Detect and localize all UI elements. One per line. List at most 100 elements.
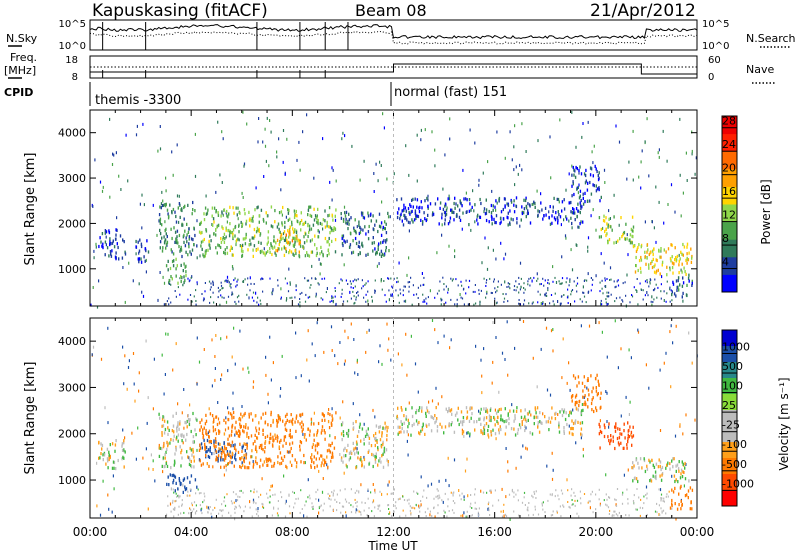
velocity-data-cell (672, 465, 674, 469)
power-scatter-point (161, 190, 163, 194)
power-data-cell (468, 223, 470, 227)
power-ground-point (635, 289, 637, 291)
power-data-cell (681, 295, 683, 299)
velocity-ground-point (671, 507, 673, 510)
power-data-cell (180, 279, 182, 284)
power-ground-point (610, 293, 612, 296)
power-scatter-point (386, 177, 388, 181)
velocity-data-cell (226, 452, 229, 456)
velocity-ground-point (636, 508, 638, 511)
power-scatter-point (306, 113, 308, 117)
power-data-cell (305, 232, 307, 236)
velocity-ground-point (391, 492, 393, 495)
velocity-ground-point (574, 495, 576, 497)
power-ground-point (392, 286, 394, 289)
velocity-data-cell (313, 461, 315, 465)
power-data-cell (582, 220, 584, 224)
power-ground-point (450, 277, 452, 280)
velocity-ground-point (558, 498, 560, 501)
power-data-cell (421, 206, 423, 210)
power-ground-point (166, 300, 168, 303)
power-data-cell (385, 240, 387, 244)
velocity-scatter-point (267, 392, 269, 396)
power-data-cell (187, 230, 190, 234)
velocity-data-cell (397, 432, 399, 436)
velocity-ground-point (350, 511, 353, 514)
power-ground-point (246, 293, 248, 296)
velocity-scatter-point (617, 366, 619, 370)
power-data-cell (187, 253, 189, 257)
power-data-cell (573, 168, 575, 172)
power-scatter-point (332, 168, 334, 172)
velocity-data-cell (255, 456, 257, 460)
power-data-cell (371, 241, 373, 245)
power-data-cell (327, 248, 330, 252)
velocity-ground-point (567, 489, 569, 492)
power-scatter-point (363, 159, 365, 163)
power-data-cell (557, 221, 559, 225)
power-data-cell (675, 279, 678, 283)
power-data-cell (626, 237, 628, 241)
velocity-ground-point (317, 488, 319, 491)
velocity-scatter-point (351, 452, 353, 455)
velocity-ground-point (436, 488, 438, 491)
power-scatter-point (663, 221, 665, 225)
power-data-cell (474, 203, 476, 207)
velocity-data-cell (269, 432, 272, 436)
power-data-cell (173, 259, 175, 263)
velocity-scatter-point (568, 361, 570, 365)
velocity-scatter-point (630, 433, 632, 437)
power-ground-point (670, 289, 672, 292)
velocity-data-cell (227, 437, 229, 441)
power-data-cell (380, 254, 383, 258)
power-data-cell (175, 240, 177, 244)
power-ground-point (505, 293, 507, 296)
velocity-scatter-point (598, 321, 600, 325)
velocity-scatter-point (330, 459, 332, 463)
velocity-scatter-point (589, 506, 591, 510)
velocity-scatter-point (378, 360, 380, 364)
velocity-scatter-point (357, 456, 359, 460)
power-ground-point (174, 290, 176, 292)
power-data-cell (257, 228, 259, 232)
power-data-cell (663, 248, 665, 252)
power-data-cell (510, 200, 513, 204)
velocity-ground-point (544, 511, 546, 514)
power-data-cell (677, 285, 679, 289)
power-data-cell (203, 237, 205, 242)
power-data-cell (140, 242, 143, 246)
velocity-ground-point (284, 515, 287, 518)
velocity-data-cell (524, 424, 526, 428)
power-colorbar-swatch (722, 274, 737, 293)
power-ground-point (408, 285, 410, 288)
power-data-cell (224, 252, 226, 256)
velocity-ground-point (511, 490, 513, 493)
station-title: Kapuskasing (fitACF) (92, 1, 268, 21)
power-ground-point (365, 282, 367, 285)
velocity-data-cell (248, 415, 250, 419)
velocity-scatter-point (311, 342, 313, 346)
power-data-cell (541, 208, 543, 212)
power-data-cell (278, 243, 280, 247)
power-data-cell (635, 249, 638, 253)
power-data-cell (342, 217, 345, 222)
velocity-data-cell (344, 446, 346, 450)
velocity-data-cell (483, 407, 485, 411)
freq-label-line2: [MHz] (4, 64, 36, 77)
power-data-cell (172, 207, 175, 212)
power-data-cell (582, 196, 584, 200)
power-data-cell (241, 222, 244, 226)
velocity-data-cell (311, 459, 313, 464)
velocity-data-cell (684, 466, 686, 470)
velocity-data-cell (202, 436, 204, 440)
power-scatter-point (279, 231, 281, 234)
velocity-data-cell (320, 431, 323, 435)
power-data-cell (471, 205, 473, 209)
power-data-cell (324, 219, 326, 223)
power-data-cell (178, 233, 181, 238)
power-data-cell (525, 196, 527, 200)
power-data-cell (293, 230, 296, 234)
power-data-cell (639, 266, 642, 270)
power-scatter-point (163, 303, 165, 307)
power-scatter-point (124, 300, 126, 304)
